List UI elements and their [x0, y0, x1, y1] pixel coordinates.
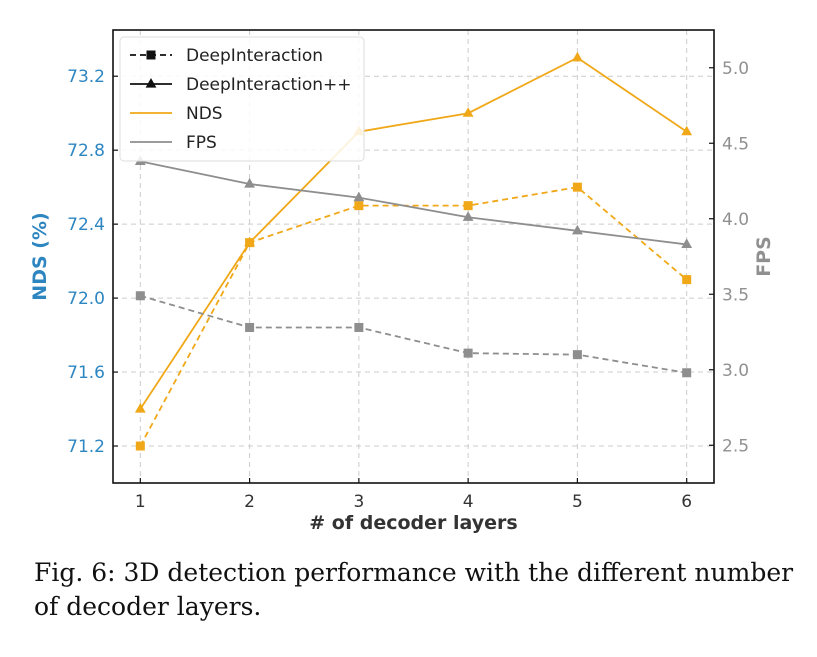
data-point	[682, 275, 692, 285]
series-line	[139, 56, 688, 410]
ticks: 1 2 3 4 5 6 71.2 71.6 72.0 72.4 72.8 73.2 2.5 3.0 3.5 4…	[67, 59, 749, 512]
data-point	[463, 201, 473, 211]
y-left-tick-label: 71.6	[67, 363, 105, 383]
x-tick-label: 6	[681, 492, 692, 512]
data-point	[572, 51, 583, 62]
legend-swatch-marker	[145, 78, 157, 88]
y-left-tick-label: 71.2	[67, 437, 105, 457]
x-tick-label: 1	[135, 492, 146, 512]
data-point	[135, 291, 145, 301]
chart: 1 2 3 4 5 6 71.2 71.6 72.0 72.4 72.8 73.2 2.5 3.0 3.5 4…	[29, 29, 775, 534]
data-point	[572, 224, 583, 235]
legend-box	[119, 36, 365, 162]
series-deepinteractionplusplus-nds	[134, 51, 693, 413]
plot-frame	[112, 29, 715, 484]
y-right-tick-label: 4.5	[722, 134, 749, 154]
x-tick-label: 3	[353, 492, 364, 512]
series-deepinteraction-fps	[135, 291, 692, 378]
y-right-tick-label: 5.0	[722, 59, 749, 79]
data-point	[462, 211, 474, 221]
data-point	[244, 236, 255, 247]
series-line	[140, 160, 687, 246]
legend-entry: FPS	[186, 133, 217, 153]
x-axis-label: # of decoder layers	[309, 512, 517, 534]
x-tick-label: 2	[244, 492, 255, 512]
y-left-tick-label: 73.2	[67, 67, 105, 87]
y-right-tick-label: 2.5	[722, 436, 749, 456]
data-point	[681, 125, 693, 136]
y-left-tick-label: 72.8	[67, 141, 105, 161]
figure-caption: Fig. 6: 3D detection performance with th…	[34, 558, 794, 621]
legend-entry: DeepInteraction	[186, 46, 323, 66]
y-left-tick-label: 72.0	[67, 289, 105, 309]
data-point	[463, 348, 473, 358]
x-tick-label: 4	[463, 492, 474, 512]
data-point	[353, 191, 365, 202]
data-point	[134, 403, 146, 413]
data-point	[682, 368, 692, 378]
y-right-tick-label: 4.0	[722, 210, 749, 230]
data-point	[572, 182, 582, 192]
data-point	[354, 201, 364, 211]
legend-entry: DeepInteraction++	[186, 75, 352, 95]
y-right-tick-label: 3.0	[722, 361, 749, 381]
data-point	[572, 350, 582, 360]
data-point	[135, 441, 145, 451]
y-left-tick-label: 72.4	[67, 215, 105, 235]
data-point	[681, 238, 693, 249]
series-line	[139, 186, 688, 447]
data-point	[462, 107, 474, 117]
series-layer	[134, 51, 693, 451]
y-axis-left-label: NDS (%)	[29, 212, 51, 300]
data-point	[244, 178, 255, 188]
series-line	[140, 294, 687, 374]
data-point	[354, 322, 364, 332]
y-axis-right-label: FPS	[753, 236, 775, 277]
legend: DeepInteraction DeepInteraction++ NDS FPS	[119, 36, 365, 162]
data-point	[245, 322, 255, 332]
legend-swatch-marker	[146, 50, 156, 60]
series-deepinteraction-nds	[135, 182, 692, 451]
x-tick-label: 5	[572, 492, 583, 512]
series-deepinteractionplusplus-fps	[134, 155, 693, 249]
legend-entry: NDS	[186, 104, 223, 124]
y-right-tick-label: 3.5	[722, 285, 749, 305]
